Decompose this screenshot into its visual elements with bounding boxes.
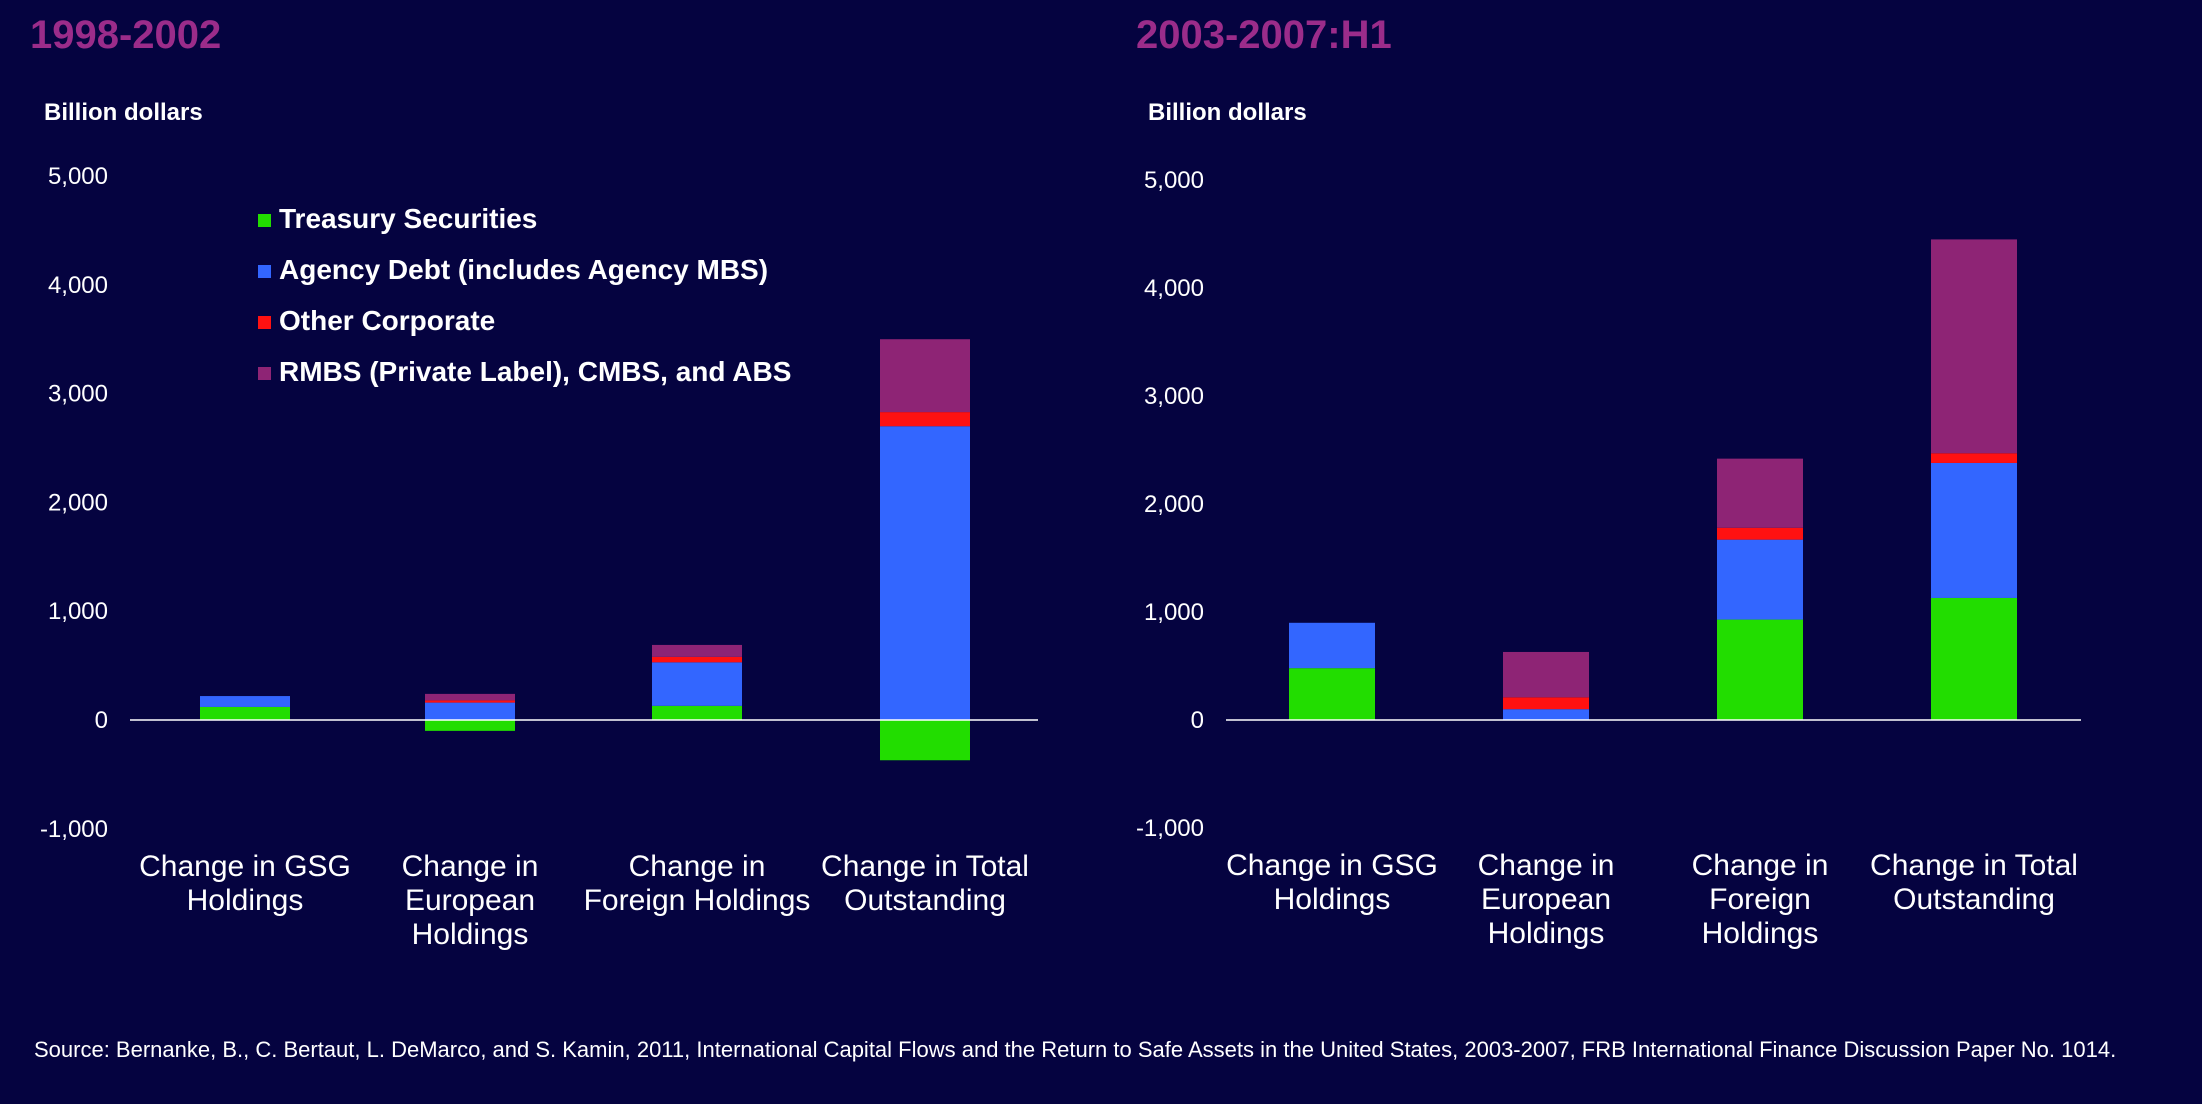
x-category-label: European xyxy=(1481,883,1611,916)
bar-segment xyxy=(880,426,970,720)
bar-segment xyxy=(1931,453,2017,463)
panel-title: 1998-2002 xyxy=(30,13,221,57)
x-category-label: Change in GSG xyxy=(1226,849,1438,882)
bar-segment xyxy=(1503,709,1589,720)
legend-label: RMBS (Private Label), CMBS, and ABS xyxy=(279,356,791,387)
bar-segment xyxy=(880,339,970,413)
x-category-label: Change in Total xyxy=(821,850,1029,883)
y-tick-label: 2,000 xyxy=(48,489,108,516)
bar-segment xyxy=(1717,619,1803,720)
x-category-label: Holdings xyxy=(1702,917,1819,950)
bar-segment xyxy=(652,644,742,657)
bar-segment xyxy=(425,702,515,720)
x-category-label: Holdings xyxy=(1488,917,1605,950)
chart-panel-1: 1998-2002 Billion dollars -1,000 0 1,000 2,00… xyxy=(30,13,1038,951)
bar-segment xyxy=(880,412,970,427)
y-tick-label: -1,000 xyxy=(1136,815,1204,842)
x-category-label: European xyxy=(405,884,535,917)
y-tick-label: 3,000 xyxy=(48,381,108,408)
legend-item: Treasury Securities xyxy=(258,203,537,234)
legend-swatch xyxy=(258,316,271,329)
x-category-label: Holdings xyxy=(412,918,529,951)
legend-label: Treasury Securities xyxy=(279,203,537,234)
bar-segment xyxy=(425,700,515,703)
x-category-label: Change in Total xyxy=(1870,849,2078,882)
y-tick-label: 1,000 xyxy=(1144,599,1204,626)
bar-segment xyxy=(1503,697,1589,710)
x-category-label: Change in xyxy=(402,850,539,883)
x-category-label: Outstanding xyxy=(844,884,1006,917)
bar-segment xyxy=(1931,462,2017,598)
x-category-label: Foreign Holdings xyxy=(584,884,811,917)
bar-segment xyxy=(1289,668,1375,720)
x-category-label: Change in xyxy=(1478,849,1615,882)
bar-segment xyxy=(652,662,742,706)
bar-segment xyxy=(425,693,515,701)
x-category-label: Foreign xyxy=(1709,883,1811,916)
y-tick-label: -1,000 xyxy=(40,816,108,843)
y-tick-label: 0 xyxy=(95,707,108,734)
bar-segment xyxy=(425,720,515,731)
x-category-label: Outstanding xyxy=(1893,883,2055,916)
y-tick-label: 4,000 xyxy=(1144,275,1204,302)
bar-segment xyxy=(200,696,290,707)
bar-segment xyxy=(652,656,742,663)
source-note: Source: Bernanke, B., C. Bertaut, L. DeM… xyxy=(34,1037,2117,1062)
legend-label: Other Corporate xyxy=(279,305,495,336)
y-tick-label: 5,000 xyxy=(1144,167,1204,194)
legend-item: Other Corporate xyxy=(258,305,495,336)
legend-item: RMBS (Private Label), CMBS, and ABS xyxy=(258,356,791,387)
legend-swatch xyxy=(258,265,271,278)
y-tick-label: 2,000 xyxy=(1144,491,1204,518)
bar-segment xyxy=(1717,539,1803,620)
y-axis-unit-label: Billion dollars xyxy=(1148,99,1307,126)
bar-segment xyxy=(1931,597,2017,720)
y-tick-label: 1,000 xyxy=(48,598,108,625)
legend-label: Agency Debt (includes Agency MBS) xyxy=(279,254,768,285)
chart-panel-2: 2003-2007:H1 Billion dollars -1,000 0 1,000 2… xyxy=(1136,13,2081,950)
legend-swatch xyxy=(258,367,271,380)
bar-segment xyxy=(1289,622,1375,669)
x-category-label: Holdings xyxy=(1274,883,1391,916)
bar-segment xyxy=(1503,651,1589,698)
bar-segment xyxy=(880,720,970,761)
chart-legend: Treasury Securities Agency Debt (includes… xyxy=(258,203,791,387)
x-category-label: Change in GSG xyxy=(139,850,351,883)
x-category-label: Holdings xyxy=(187,884,304,917)
x-category-label: Change in xyxy=(1692,849,1829,882)
legend-swatch xyxy=(258,214,271,227)
y-tick-label: 4,000 xyxy=(48,272,108,299)
legend-item: Agency Debt (includes Agency MBS) xyxy=(258,254,768,285)
bar-segment xyxy=(1717,527,1803,540)
x-category-label: Change in xyxy=(629,850,766,883)
bar-segment xyxy=(1931,239,2017,454)
panel-title: 2003-2007:H1 xyxy=(1136,13,1392,57)
bar-segment xyxy=(652,705,742,720)
bar-segment xyxy=(200,706,290,720)
y-axis-unit-label: Billion dollars xyxy=(44,99,203,126)
y-tick-label: 3,000 xyxy=(1144,383,1204,410)
y-tick-label: 5,000 xyxy=(48,163,108,190)
y-tick-label: 0 xyxy=(1191,707,1204,734)
bar-segment xyxy=(1717,458,1803,528)
